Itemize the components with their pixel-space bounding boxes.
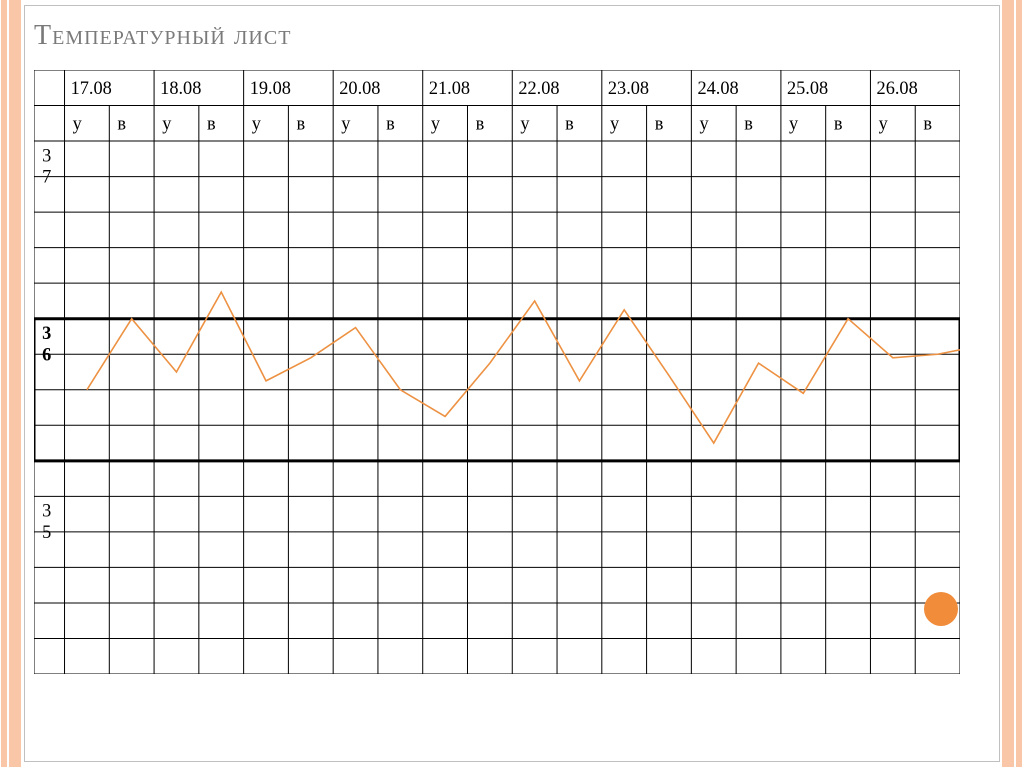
svg-text:у: у bbox=[699, 113, 709, 134]
svg-text:у: у bbox=[252, 113, 262, 134]
svg-text:у: у bbox=[162, 113, 172, 134]
svg-text:у: у bbox=[879, 113, 889, 134]
svg-text:в: в bbox=[297, 113, 306, 134]
page-title: Температурный лист bbox=[34, 20, 291, 52]
svg-text:21.08: 21.08 bbox=[429, 78, 470, 99]
svg-text:в: в bbox=[744, 113, 753, 134]
svg-text:в: в bbox=[117, 113, 126, 134]
svg-text:в: в bbox=[476, 113, 485, 134]
svg-text:3: 3 bbox=[42, 500, 51, 521]
svg-text:в: в bbox=[386, 113, 395, 134]
svg-text:18.08: 18.08 bbox=[160, 78, 201, 99]
accent-circle-icon bbox=[924, 592, 958, 626]
svg-text:5: 5 bbox=[42, 522, 51, 543]
svg-text:25.08: 25.08 bbox=[787, 78, 828, 99]
stripe-right-wide bbox=[1002, 0, 1014, 767]
svg-text:у: у bbox=[431, 113, 441, 134]
svg-text:22.08: 22.08 bbox=[518, 78, 559, 99]
svg-text:19.08: 19.08 bbox=[250, 78, 291, 99]
svg-text:у: у bbox=[789, 113, 799, 134]
svg-text:у: у bbox=[610, 113, 620, 134]
svg-text:в: в bbox=[923, 113, 932, 134]
svg-text:7: 7 bbox=[42, 166, 51, 187]
stripe-right-thin bbox=[1016, 0, 1022, 767]
svg-text:26.08: 26.08 bbox=[877, 78, 918, 99]
svg-text:3: 3 bbox=[42, 323, 51, 344]
stripe-left-thin bbox=[1, 0, 7, 767]
temperature-chart: 17.08 18.08 19.08 20.08 21.08 22.08 23.08 24.08… bbox=[34, 70, 960, 674]
svg-text:в: в bbox=[834, 113, 843, 134]
svg-text:3: 3 bbox=[42, 145, 51, 166]
svg-text:у: у bbox=[73, 113, 83, 134]
svg-text:24.08: 24.08 bbox=[697, 78, 738, 99]
svg-text:20.08: 20.08 bbox=[339, 78, 380, 99]
svg-text:у: у bbox=[341, 113, 351, 134]
svg-text:6: 6 bbox=[42, 344, 51, 365]
stripe-left-wide bbox=[9, 0, 21, 767]
svg-text:в: в bbox=[207, 113, 216, 134]
svg-text:23.08: 23.08 bbox=[608, 78, 649, 99]
svg-text:17.08: 17.08 bbox=[71, 78, 112, 99]
svg-text:в: в bbox=[655, 113, 664, 134]
svg-text:у: у bbox=[520, 113, 530, 134]
svg-text:в: в bbox=[565, 113, 574, 134]
